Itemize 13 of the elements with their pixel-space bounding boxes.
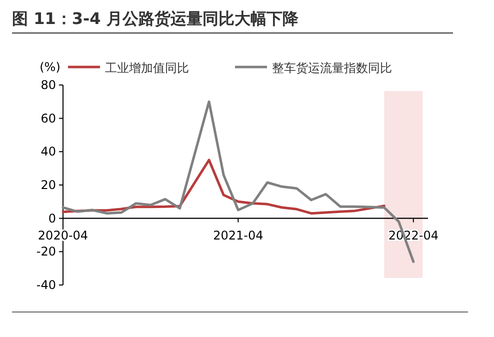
legend-label: 整车货运流量指数同比	[272, 61, 392, 75]
x-tick-label: 2022-04	[388, 228, 438, 242]
chart-title: 图 11：3-4 月公路货运量同比大幅下降	[12, 9, 300, 28]
y-axis-title: (%)	[40, 60, 60, 74]
y-tick-label: 60	[40, 111, 56, 126]
y-tick-label: -20	[36, 244, 56, 259]
y-tick-label: -40	[36, 278, 56, 292]
y-tick-label: 0	[48, 211, 56, 226]
y-tick-label: 20	[40, 178, 56, 192]
y-tick-label: 80	[40, 78, 56, 92]
x-tick-label: 2021-04	[213, 228, 264, 242]
legend-label: 工业增加值同比	[105, 61, 189, 75]
y-tick-label: 40	[40, 144, 56, 159]
